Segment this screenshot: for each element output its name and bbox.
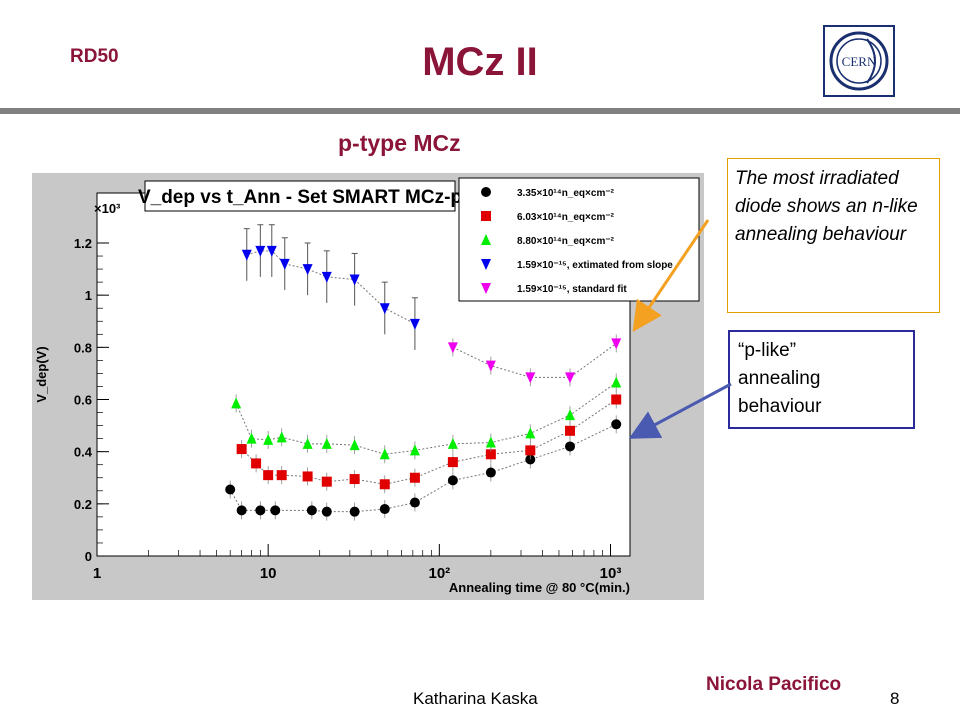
data-point (565, 441, 576, 452)
data-point (409, 472, 420, 483)
rd50-label: RD50 (70, 46, 119, 67)
slide-title: MCz II (422, 40, 538, 84)
series-line (452, 343, 617, 378)
data-point (379, 303, 390, 315)
data-point (611, 394, 622, 405)
p-like-line-2: annealing (738, 368, 821, 389)
data-point (255, 245, 266, 257)
legend-marker (481, 211, 491, 221)
x-tick-label: 10³ (600, 565, 622, 582)
data-point (276, 470, 287, 481)
chart-title-box (144, 180, 456, 212)
series-line (246, 250, 416, 325)
data-point (302, 437, 313, 449)
data-point (485, 467, 496, 478)
data-point (611, 376, 622, 388)
data-point (379, 448, 390, 460)
slide-subtitle: p-type MCz (338, 130, 461, 156)
y-tick-label: 1 (85, 288, 92, 303)
data-point (251, 458, 262, 469)
data-point (306, 505, 317, 516)
n-like-annotation: The most irradiated diode shows an n-lik… (727, 158, 940, 313)
data-point (236, 505, 247, 516)
cern-logo: CERN (823, 25, 895, 97)
data-point (321, 271, 332, 283)
legend-label: 3.35×10¹⁴n_eq×cm⁻² (517, 188, 615, 199)
data-point (611, 419, 622, 430)
x-tick-label: 10² (428, 565, 450, 582)
x-axis-label: Annealing time @ 80 °C(min.) (449, 580, 630, 595)
data-point (276, 431, 287, 443)
author-name: Katharina Kaska (413, 689, 538, 708)
data-point (349, 274, 360, 286)
data-point (409, 497, 420, 508)
data-point (302, 264, 313, 276)
y-exponent-label: ×10³ (94, 201, 121, 216)
data-point (447, 437, 458, 449)
data-point (349, 474, 360, 485)
data-point (525, 427, 536, 439)
data-point (525, 445, 536, 456)
data-point (236, 444, 247, 455)
p-like-annotation: “p-like” annealing behaviour (728, 330, 915, 429)
data-point (321, 476, 332, 487)
data-point (302, 471, 313, 482)
legend-label: 1.59×10⁻¹⁵, standard fit (517, 284, 627, 295)
presenter-name: Nicola Pacifico (706, 674, 842, 695)
data-point (225, 484, 236, 495)
logo-text: CERN (842, 54, 877, 69)
data-point (565, 425, 576, 436)
data-point (231, 397, 242, 409)
data-point (255, 505, 266, 516)
data-point (270, 505, 281, 516)
data-point (525, 454, 536, 465)
x-tick-label: 10 (260, 565, 277, 582)
legend-marker (481, 187, 491, 197)
data-point (263, 470, 274, 481)
page-number: 8 (890, 689, 900, 708)
chart-title: V_dep vs t_Ann - Set SMART MCz-p (138, 187, 462, 208)
data-point (447, 457, 458, 468)
data-point (485, 436, 496, 448)
vdep-chart: 0 0.2 0.4 0.6 0.8 1 1.2 1 10 10² 10³ ×10³ V_dep(V) An… (32, 173, 704, 600)
data-point (279, 258, 290, 270)
y-tick-label: 0.4 (74, 445, 93, 460)
data-point (485, 449, 496, 460)
data-point (525, 372, 536, 384)
legend-marker (481, 259, 491, 270)
data-point (266, 245, 277, 257)
p-like-line-1: “p-like” (738, 340, 797, 361)
data-point (485, 360, 496, 372)
y-tick-label: 0.2 (74, 497, 92, 512)
legend-label: 1.59×10⁻¹⁵, extimated from slope (517, 260, 673, 271)
y-tick-label: 0 (85, 549, 92, 564)
data-point (409, 318, 420, 330)
data-point (611, 338, 622, 350)
data-point (565, 409, 576, 421)
legend-label: 8.80×10¹⁴n_eq×cm⁻² (517, 236, 615, 247)
data-point (321, 437, 332, 449)
data-point (379, 504, 390, 515)
data-point (447, 342, 458, 354)
data-point (263, 433, 274, 445)
data-point (379, 479, 390, 490)
data-point (241, 249, 252, 261)
x-tick-label: 1 (93, 565, 101, 582)
legend-label: 6.03×10¹⁴n_eq×cm⁻² (517, 212, 615, 223)
y-tick-label: 0.6 (74, 393, 92, 408)
data-point (321, 506, 332, 517)
y-tick-label: 0.8 (74, 340, 92, 355)
legend-marker (481, 283, 491, 294)
data-point (349, 506, 360, 517)
y-axis-label: V_dep(V) (34, 346, 49, 402)
header-divider (0, 108, 960, 114)
p-like-line-3: behaviour (738, 396, 822, 417)
y-tick-label: 1.2 (74, 236, 92, 251)
data-point (246, 432, 257, 444)
data-point (565, 372, 576, 384)
data-point (349, 439, 360, 451)
data-point (447, 475, 458, 486)
legend-marker (481, 234, 491, 245)
data-point (409, 444, 420, 456)
